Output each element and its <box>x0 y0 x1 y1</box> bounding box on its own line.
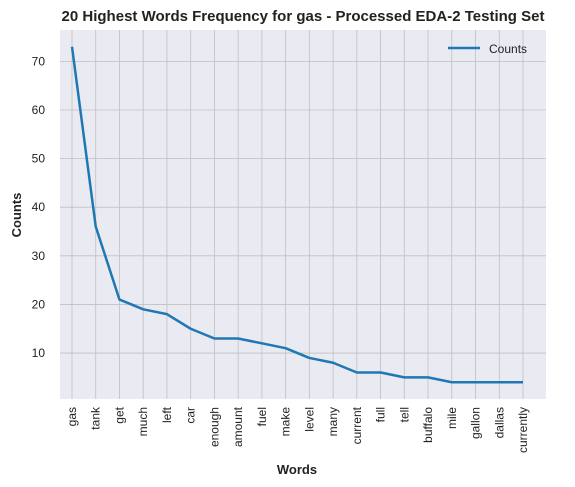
legend-label: Counts <box>489 42 527 56</box>
chart-title: 20 Highest Words Frequency for gas - Pro… <box>62 8 545 25</box>
x-tick-label: much <box>136 407 150 436</box>
y-tick-label: 60 <box>32 103 46 117</box>
x-tick-label: full <box>374 407 388 422</box>
y-tick-label: 40 <box>32 200 46 214</box>
x-tick-label: enough <box>207 407 221 447</box>
legend: Counts <box>448 42 527 56</box>
x-axis-label: Words <box>277 462 317 477</box>
x-tick-label: tank <box>89 406 103 430</box>
y-axis-label: Counts <box>9 193 24 238</box>
y-tick-label: 50 <box>32 152 46 166</box>
x-tick-label: gas <box>65 407 79 426</box>
x-tick-label: make <box>279 407 293 437</box>
x-tick-label: dallas <box>492 407 506 438</box>
plot-area <box>60 30 546 399</box>
x-tick-label: level <box>302 407 316 432</box>
grid <box>60 30 546 399</box>
y-tick-label: 10 <box>32 346 46 360</box>
x-tick-label: get <box>112 406 126 423</box>
y-ticks: 10 20 30 40 50 60 70 <box>32 54 46 360</box>
series-line-counts <box>70 46 523 384</box>
x-tick-label: tell <box>397 407 411 422</box>
x-ticks: gas tank get much left car enough amount fuel mak… <box>65 406 530 453</box>
y-tick-label: 20 <box>32 297 46 311</box>
x-tick-label: gallon <box>469 407 483 439</box>
x-tick-label: current <box>350 406 364 444</box>
x-tick-label: fuel <box>255 407 269 426</box>
x-tick-label: mile <box>445 407 459 429</box>
x-tick-label: car <box>184 407 198 424</box>
x-tick-label: many <box>326 407 340 436</box>
y-tick-label: 70 <box>32 54 46 68</box>
x-tick-label: amount <box>231 406 245 447</box>
y-tick-label: 30 <box>32 249 46 263</box>
x-tick-label: buffalo <box>421 407 435 443</box>
x-tick-label: currently <box>516 407 530 453</box>
x-tick-label: left <box>160 406 174 423</box>
